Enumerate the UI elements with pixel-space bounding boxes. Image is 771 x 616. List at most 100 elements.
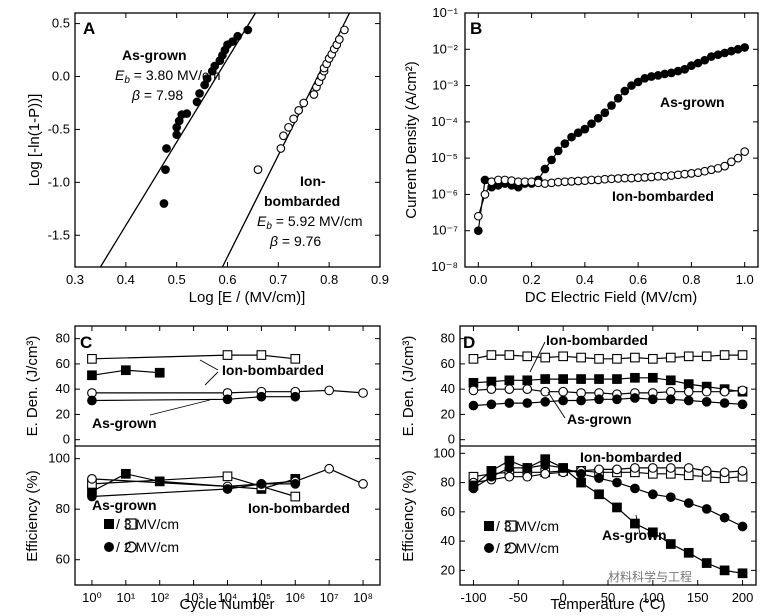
panel-d-top-series-line-1 bbox=[473, 377, 743, 393]
panel-d-bottom-point bbox=[683, 498, 694, 508]
panel-d-bottom-point bbox=[719, 565, 730, 576]
panel-d-bottom-series-line-2 bbox=[473, 458, 743, 574]
panel-d-top-point bbox=[647, 394, 658, 405]
panel-d-bottom-point bbox=[701, 558, 712, 568]
panel-d-top-point bbox=[504, 398, 515, 408]
panel-d-xtick-label: 50 bbox=[601, 590, 615, 605]
panel-d-top-point bbox=[665, 394, 676, 405]
panel-c-ion-label: Ion-bombarded bbox=[222, 362, 324, 378]
panel-d-top-ylabel: E. Den. (J/cm³) bbox=[400, 336, 417, 437]
panel-c-legend-3mv: / 3 MV/cm bbox=[116, 516, 179, 532]
panel-d-bottom-ytick-label: 40 bbox=[441, 533, 455, 548]
panel-c-legend-open-square bbox=[125, 518, 137, 530]
panel-d-bottom-point bbox=[665, 463, 676, 473]
panel-d-top-point bbox=[558, 386, 569, 397]
panel-d-bottom-ytick-label: 100 bbox=[433, 445, 455, 460]
panel-b-point-asgrown bbox=[680, 64, 690, 74]
panel-d-legend-open-square bbox=[505, 520, 517, 532]
panel-a: A Log [E / (MV/cm)] Log [-ln(1-P))] As-g… bbox=[26, 12, 381, 306]
panel-d-top-point bbox=[630, 372, 640, 383]
panel-a-ytick-label: -1.0 bbox=[48, 174, 70, 189]
panel-d-top-point bbox=[504, 350, 515, 360]
panel-c-bottom-asgrown-label: As-grown bbox=[92, 497, 157, 513]
panel-d-top-point bbox=[522, 351, 533, 362]
panel-d-top-point bbox=[522, 384, 533, 395]
panel-d-bottom-series-line-0 bbox=[473, 470, 743, 479]
panel-d-top-point bbox=[486, 399, 497, 410]
panel-d-bottom-point bbox=[612, 477, 622, 488]
panel-c-asgrown-leader bbox=[149, 399, 211, 416]
panel-d-top-point bbox=[504, 384, 515, 395]
panel-d-top-point bbox=[612, 374, 622, 384]
panel-c-ion-leader bbox=[199, 359, 219, 371]
panel-d-top-point bbox=[647, 353, 658, 364]
panel-b-point-asgrown bbox=[587, 119, 596, 129]
panel-c-bottom-series-line-2 bbox=[91, 468, 364, 488]
panel-d-xtick-label: 0 bbox=[560, 590, 567, 605]
panel-d-legend-filled-circle bbox=[484, 543, 494, 553]
panel-c-top-point bbox=[256, 391, 267, 402]
panel-d-asgrown-leader bbox=[547, 391, 566, 419]
panel-c-top-point bbox=[290, 391, 301, 402]
panel-c-xtick-label: 10³ bbox=[184, 590, 203, 605]
panel-d-top-ytick-label: 60 bbox=[441, 356, 455, 371]
panel-d-ion-label: Ion-bombarded bbox=[546, 332, 648, 348]
panel-b-point-asgrown bbox=[607, 101, 616, 110]
panel-d-bottom-series-line-1 bbox=[473, 467, 743, 484]
panel-d-bottom-point bbox=[701, 466, 712, 476]
panel-c-xtick-label: 10⁴ bbox=[217, 590, 237, 605]
panel-d-letter: D bbox=[463, 333, 475, 352]
panel-d-bottom-point bbox=[647, 527, 658, 538]
panel-c-asgrown-label: As-grown bbox=[92, 415, 157, 431]
panel-b-xtick-label: 0.4 bbox=[576, 272, 594, 287]
panel-a-point-asgrown bbox=[233, 31, 243, 41]
panel-a-ion-beta: β = 9.76 bbox=[269, 233, 321, 249]
panel-c-bottom-point bbox=[87, 474, 97, 484]
panel-d-top-point bbox=[558, 395, 569, 406]
panel-a-point-ion bbox=[279, 131, 288, 141]
panel-a-xtick-label: 0.7 bbox=[269, 272, 287, 287]
panel-d-legend-open-circle bbox=[505, 542, 517, 554]
panel-a-ytick-label: 0.0 bbox=[52, 69, 70, 84]
panel-d-bottom-series-line-3 bbox=[473, 464, 743, 528]
panel-b: B DC Electric Field (MV/cm) Current Dens… bbox=[403, 12, 759, 306]
panel-d-bottom-point bbox=[683, 547, 694, 558]
panel-d-bottom-point bbox=[719, 512, 730, 523]
panel-d-top-point bbox=[594, 353, 604, 364]
panel-d-top-series-line-2 bbox=[473, 388, 743, 395]
panel-d-top-point bbox=[665, 375, 676, 386]
panel-d-top-point bbox=[486, 350, 497, 360]
panel-c-top-ytick-label: 80 bbox=[56, 331, 70, 346]
panel-d-bottom-point bbox=[504, 463, 515, 473]
panel-c-legend-2mv: / 2 MV/cm bbox=[116, 539, 179, 555]
panel-a-asgrown-beta-value: 7.98 bbox=[156, 87, 183, 103]
panel-b-xtick-label: 0.6 bbox=[629, 272, 647, 287]
panel-a-asgrown-eb-value: 3.80 MV/cm bbox=[146, 67, 221, 83]
panel-b-xtick-label: 0.0 bbox=[469, 272, 487, 287]
panel-c-bottom-ion-label: Ion-bombarded bbox=[248, 500, 350, 516]
panel-a-ion-beta-value: 9.76 bbox=[294, 233, 321, 249]
panel-a-ion-label-2: bombarded bbox=[264, 193, 340, 209]
panel-c-xlabel: Cycle Number bbox=[179, 596, 274, 613]
panel-d-bottom-ion-label: Ion-bombarded bbox=[580, 449, 682, 465]
panel-d-top-point bbox=[612, 353, 622, 364]
panel-b-ytick-label: 10⁻⁸ bbox=[431, 259, 458, 274]
panel-b-ytick-label: 10⁻³ bbox=[432, 78, 458, 93]
panel-d-xtick-label: 150 bbox=[687, 590, 709, 605]
panel-a-point-asgrown bbox=[228, 37, 237, 46]
panel-d-top-point bbox=[522, 398, 533, 408]
panel-c-bottom-ytick-label: 100 bbox=[48, 451, 70, 466]
panel-d-top-point bbox=[630, 352, 640, 363]
panel-c-legend-open-circle bbox=[125, 541, 137, 553]
panel-c-top-point bbox=[154, 367, 165, 378]
panel-b-point-asgrown bbox=[633, 77, 643, 87]
panel-c-top-point bbox=[222, 394, 233, 405]
panel-d-bottom-point bbox=[594, 464, 604, 475]
panel-b-point-asgrown bbox=[553, 146, 563, 156]
panel-b-point-ion bbox=[720, 161, 730, 171]
panel-d-bottom-point bbox=[630, 463, 640, 473]
panel-a-point-asgrown bbox=[210, 61, 220, 71]
panel-d-bottom-point bbox=[665, 539, 676, 549]
panel-a-point-asgrown bbox=[192, 97, 202, 107]
panel-d-top-point bbox=[719, 386, 730, 397]
